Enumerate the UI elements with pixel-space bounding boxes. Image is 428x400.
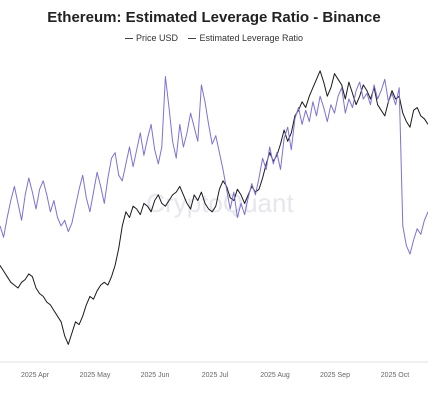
series-line-price[interactable]: [0, 70, 428, 345]
legend-item-price[interactable]: Price USD: [124, 33, 178, 43]
chart-title: Ethereum: Estimated Leverage Ratio - Bin…: [47, 9, 381, 26]
legend-swatch-price: [124, 38, 133, 40]
legend-label-leverage: Estimated Leverage Ratio: [199, 33, 304, 43]
x-tick-label: 2025 Apr: [21, 372, 50, 379]
x-tick-label: 2025 May: [80, 372, 111, 379]
chart-legend: Price USD Estimated Leverage Ratio: [0, 33, 428, 43]
legend-item-leverage[interactable]: Estimated Leverage Ratio: [188, 33, 303, 43]
x-tick-label: 2025 Jun: [141, 372, 170, 379]
x-tick-label: 2025 Oct: [381, 372, 409, 379]
series-line-leverage[interactable]: [0, 76, 428, 255]
legend-label-price: Price USD: [135, 33, 178, 43]
watermark: CryptoQuant: [146, 188, 294, 218]
x-tick-label: 2025 Sep: [320, 372, 350, 379]
legend-swatch-leverage: [188, 38, 197, 40]
x-tick-label: 2025 Jul: [202, 372, 229, 379]
x-tick-label: 2025 Aug: [260, 372, 290, 379]
x-axis-ticks: 2025 Apr 2025 May 2025 Jun 2025 Jul 2025 Aug…: [21, 372, 409, 379]
